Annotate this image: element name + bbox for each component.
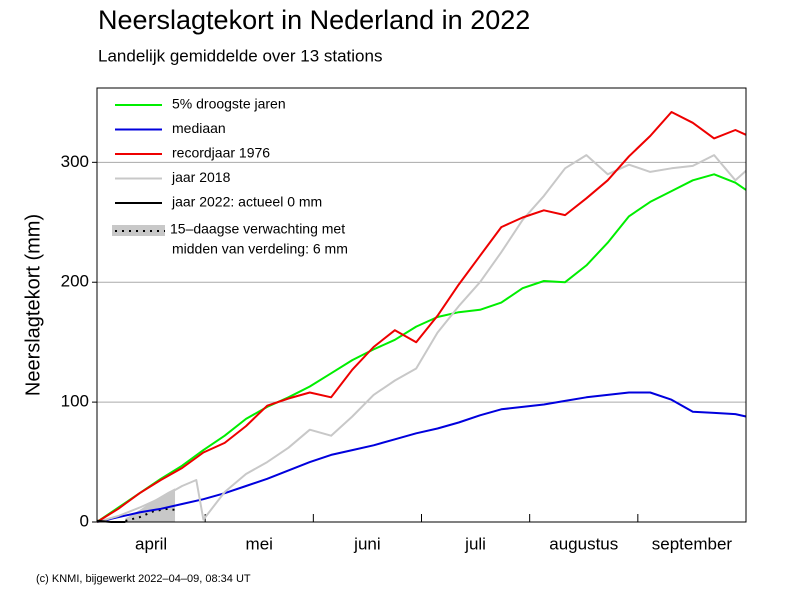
plot-frame: [96, 87, 747, 523]
y-tick-label: 100: [61, 392, 89, 411]
y-tick-label: 300: [61, 152, 89, 171]
legend-forecast-swatch: [112, 225, 165, 236]
x-tick-label: mei: [246, 534, 273, 553]
y-axis-label: Neerslagtekort (mm): [22, 214, 44, 396]
x-tick-label: augustus: [549, 534, 618, 553]
legend-label: 5% droogste jaren: [172, 96, 286, 112]
y-tick-label: 0: [80, 511, 89, 530]
series-line: [96, 391, 747, 523]
legend-label: 15–daagse verwachting met: [170, 221, 345, 237]
chart-subtitle: Landelijk gemiddelde over 13 stations: [98, 46, 382, 65]
x-tick-label: april: [135, 534, 167, 553]
chart-title: Neerslagtekort in Nederland in 2022: [98, 5, 530, 35]
legend-label: jaar 2022: actueel 0 mm: [171, 194, 322, 210]
legend-label: jaar 2018: [171, 169, 231, 185]
footer: (c) KNMI, bijgewerkt 2022–04–09, 08:34 U…: [36, 573, 251, 585]
series-line: [96, 154, 747, 523]
y-tick-label: 200: [61, 272, 89, 291]
legend-label: recordjaar 1976: [172, 145, 270, 161]
series-line: [96, 111, 747, 523]
x-tick-label: juni: [353, 534, 380, 553]
legend-label: mediaan: [172, 120, 226, 136]
legend-label: midden van verdeling: 6 mm: [172, 241, 348, 257]
forecast-median: [125, 507, 176, 522]
x-tick-label: juli: [464, 534, 486, 553]
x-tick-label: september: [652, 534, 733, 553]
series-line: [96, 173, 747, 523]
